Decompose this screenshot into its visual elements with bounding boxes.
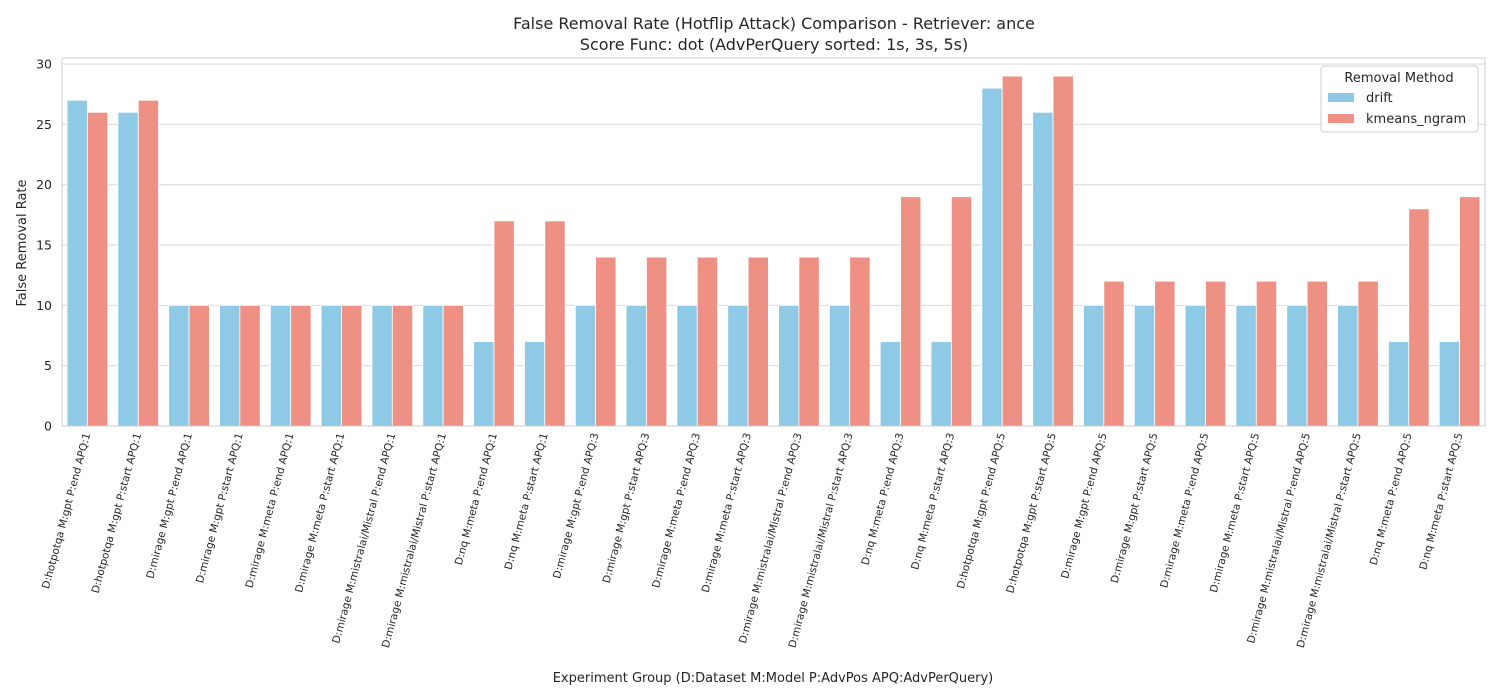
bar-drift: [1388, 341, 1410, 427]
legend-label-kmeans-ngram: kmeans_ngram: [1366, 112, 1466, 127]
legend-swatch-kmeans-ngram: [1328, 114, 1354, 123]
y-tick-label: 20: [36, 177, 52, 192]
y-tick-label: 30: [36, 57, 52, 72]
bar-kmeans-ngram: [595, 256, 617, 427]
bar-kmeans-ngram: [1459, 196, 1481, 427]
bar-drift: [117, 111, 139, 427]
bar-kmeans-ngram: [798, 256, 820, 427]
bar-drift: [371, 304, 393, 427]
bar-kmeans-ngram: [493, 220, 515, 427]
bar-kmeans-ngram: [544, 220, 566, 427]
bar-kmeans-ngram: [1306, 280, 1328, 427]
bar-drift: [778, 304, 800, 427]
bar-kmeans-ngram: [696, 256, 718, 427]
bar-kmeans-ngram: [950, 196, 973, 427]
bar-drift: [1438, 341, 1460, 427]
bar-kmeans-ngram: [1103, 280, 1125, 427]
bar-kmeans-ngram: [1154, 280, 1176, 427]
bar-kmeans-ngram: [290, 304, 312, 427]
bar-drift: [1133, 304, 1156, 427]
bar-drift: [1337, 304, 1359, 427]
legend-label-drift: drift: [1366, 91, 1393, 106]
bar-drift: [320, 304, 342, 427]
plot-frame: [61, 57, 1486, 427]
y-tick-label: 5: [44, 358, 52, 373]
bar-kmeans-ngram: [239, 304, 261, 427]
bar-kmeans-ngram: [1408, 208, 1430, 427]
bar-kmeans-ngram: [1001, 75, 1023, 427]
bar-drift: [1286, 304, 1308, 427]
bar-kmeans-ngram: [442, 304, 464, 427]
chart-title-line-2: Score Func: dot (AdvPerQuery sorted: 1s,…: [580, 35, 968, 54]
legend-frame: [1320, 65, 1479, 133]
legend: Removal Method drift kmeans_ngram: [1320, 65, 1479, 133]
legend-title: Removal Method: [1344, 71, 1453, 86]
bar-kmeans-ngram: [900, 196, 922, 427]
bar-kmeans-ngram: [137, 99, 159, 427]
y-tick-label: 0: [44, 419, 52, 434]
bar-drift: [66, 99, 88, 427]
bar-drift: [930, 341, 952, 427]
bar-drift: [473, 341, 495, 427]
bar-kmeans-ngram: [646, 256, 668, 427]
y-axis: 0 5 10 15 20 25 30: [36, 57, 52, 434]
y-tick-label: 15: [36, 238, 52, 253]
bar-drift: [574, 304, 597, 427]
y-tick-label: 25: [36, 117, 52, 132]
bar-drift: [269, 304, 292, 427]
bar-kmeans-ngram: [1357, 280, 1379, 427]
bar-kmeans-ngram: [341, 304, 363, 427]
bar-kmeans-ngram: [849, 256, 871, 427]
bar-drift: [219, 304, 241, 427]
bar-drift: [1083, 304, 1105, 427]
bar-drift: [1235, 304, 1257, 427]
bar-drift: [1184, 304, 1206, 427]
bar-drift: [168, 304, 190, 427]
bar-drift: [879, 341, 901, 427]
bar-drift: [676, 304, 698, 427]
x-axis-label: Experiment Group (D:Dataset M:Model P:Ad…: [553, 671, 994, 686]
chart-title-line-1: False Removal Rate (Hotflip Attack) Comp…: [513, 14, 1035, 33]
bar-kmeans-ngram: [188, 304, 210, 427]
bar-drift: [524, 341, 546, 427]
bar-kmeans-ngram: [87, 111, 109, 427]
bar-drift: [1032, 111, 1054, 427]
bar-kmeans-ngram: [747, 256, 769, 427]
bar-drift: [829, 304, 851, 427]
bar-drift: [422, 304, 444, 427]
bar-kmeans-ngram: [1052, 75, 1074, 427]
bar-kmeans-ngram: [391, 304, 414, 427]
bar-drift: [981, 87, 1003, 427]
bar-drift: [727, 304, 749, 427]
bar-kmeans-ngram: [1205, 280, 1227, 427]
y-tick-label: 10: [36, 298, 52, 313]
bar-kmeans-ngram: [1255, 280, 1278, 427]
y-axis-label: False Removal Rate: [15, 179, 30, 306]
bar-drift: [625, 304, 647, 427]
legend-swatch-drift: [1328, 93, 1354, 102]
